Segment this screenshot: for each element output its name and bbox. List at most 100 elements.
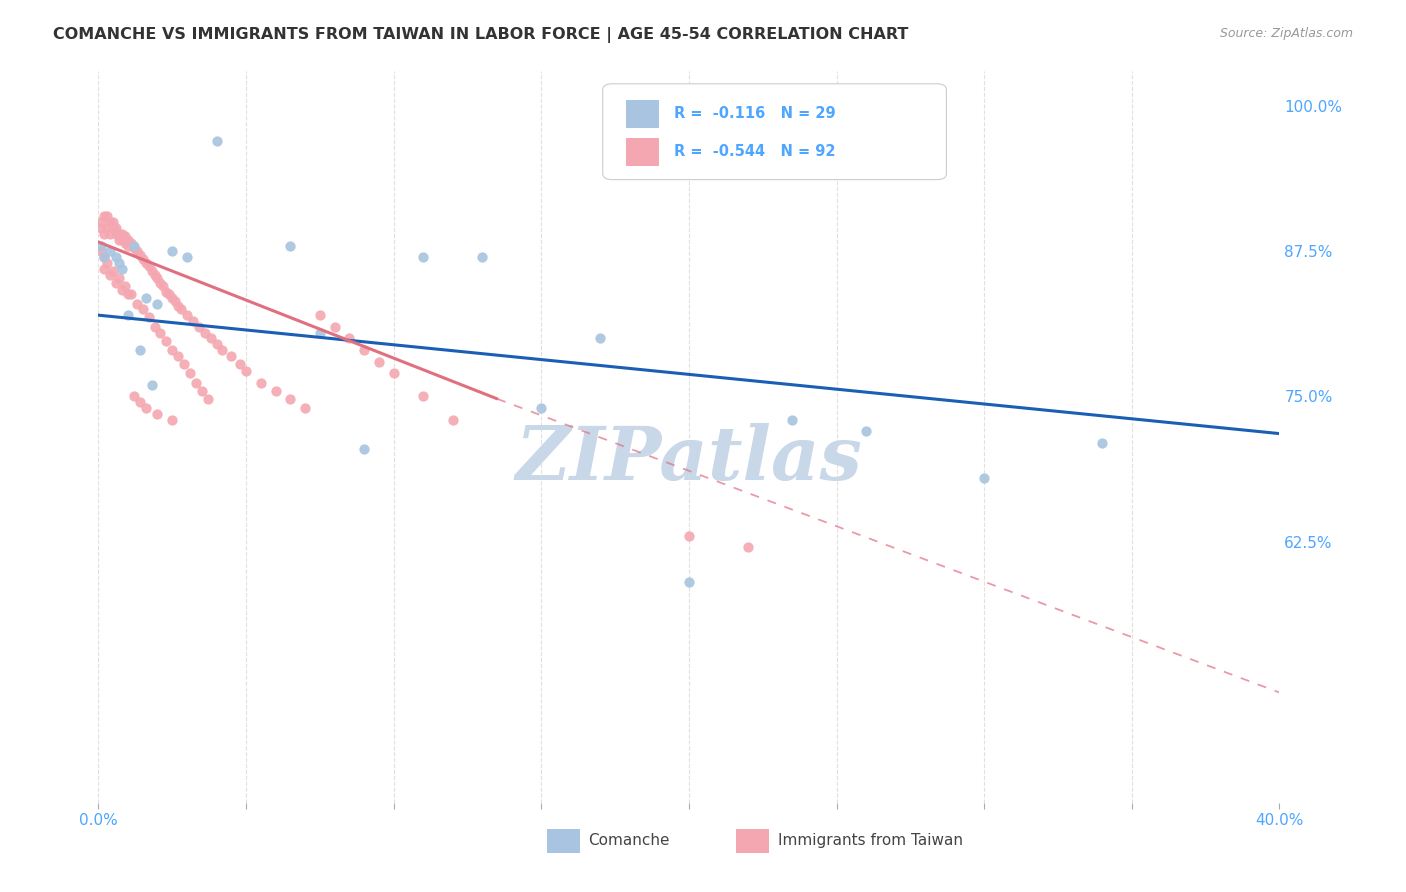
Point	[782, 412, 804, 426]
Point	[191, 384, 214, 398]
Point	[90, 215, 112, 229]
Point	[155, 285, 177, 299]
Point	[108, 271, 131, 285]
Point	[114, 279, 136, 293]
Point	[108, 233, 131, 247]
Point	[162, 244, 183, 259]
Point	[93, 227, 115, 241]
Point	[141, 264, 163, 278]
Bar	[626, 100, 659, 128]
Point	[323, 319, 346, 334]
Point	[205, 134, 228, 148]
Point	[162, 291, 183, 305]
Point	[678, 529, 700, 543]
Point	[135, 291, 157, 305]
Point	[165, 294, 187, 309]
Point	[197, 392, 219, 406]
Point	[200, 331, 222, 345]
Point	[117, 238, 139, 252]
Point	[128, 395, 150, 409]
Point	[149, 276, 172, 290]
Point	[117, 233, 139, 247]
Point	[184, 376, 207, 390]
Point	[111, 227, 134, 241]
Point	[143, 319, 166, 334]
Point	[111, 233, 134, 247]
Point	[125, 244, 148, 259]
Text: R =  -0.544   N = 92: R = -0.544 N = 92	[673, 145, 835, 160]
Point	[167, 299, 190, 313]
Point	[382, 366, 405, 380]
Point	[187, 319, 209, 334]
Point	[146, 407, 169, 421]
Bar	[547, 830, 581, 853]
Point	[135, 401, 157, 415]
Point	[368, 354, 391, 368]
Point	[114, 229, 136, 244]
Point	[737, 541, 759, 555]
Point	[111, 283, 134, 297]
Point	[179, 366, 201, 380]
Point	[138, 310, 160, 325]
Point	[98, 215, 121, 229]
Point	[98, 244, 121, 259]
Point	[155, 334, 177, 348]
Point	[105, 250, 128, 264]
Point	[117, 287, 139, 301]
Text: Source: ZipAtlas.com: Source: ZipAtlas.com	[1219, 27, 1353, 40]
Point	[98, 268, 121, 282]
Point	[353, 343, 375, 357]
Point	[93, 261, 115, 276]
Point	[173, 357, 195, 371]
Point	[280, 238, 302, 252]
Bar	[737, 830, 769, 853]
Point	[412, 389, 434, 403]
Point	[128, 343, 150, 357]
Point	[162, 343, 183, 357]
Point	[138, 260, 160, 274]
Point	[90, 244, 112, 259]
Point	[1091, 436, 1114, 450]
Point	[108, 227, 131, 241]
Point	[122, 389, 145, 403]
Point	[855, 424, 877, 438]
Point	[678, 575, 700, 590]
Point	[205, 337, 228, 351]
Point	[96, 221, 118, 235]
Point	[132, 252, 155, 267]
Point	[221, 349, 243, 363]
Point	[122, 241, 145, 255]
Point	[339, 331, 361, 345]
Text: Comanche: Comanche	[589, 833, 671, 848]
Text: COMANCHE VS IMMIGRANTS FROM TAIWAN IN LABOR FORCE | AGE 45-54 CORRELATION CHART: COMANCHE VS IMMIGRANTS FROM TAIWAN IN LA…	[53, 27, 908, 43]
Point	[93, 250, 115, 264]
Point	[176, 250, 198, 264]
Point	[120, 287, 142, 301]
Point	[98, 227, 121, 241]
Point	[122, 238, 145, 252]
Point	[141, 377, 163, 392]
Point	[264, 384, 287, 398]
Point	[105, 221, 128, 235]
Point	[309, 326, 332, 340]
Point	[250, 376, 273, 390]
Text: Immigrants from Taiwan: Immigrants from Taiwan	[778, 833, 963, 848]
Point	[211, 343, 233, 357]
Point	[167, 349, 190, 363]
Point	[149, 326, 172, 340]
Point	[176, 308, 198, 322]
Point	[93, 210, 115, 224]
Point	[105, 227, 128, 241]
Point	[96, 210, 118, 224]
Point	[157, 287, 180, 301]
Text: R =  -0.116   N = 29: R = -0.116 N = 29	[673, 106, 835, 121]
Text: ZIPatlas: ZIPatlas	[516, 423, 862, 495]
Point	[194, 326, 217, 340]
Point	[128, 248, 150, 262]
Point	[146, 271, 169, 285]
Point	[103, 264, 125, 278]
Point	[280, 392, 302, 406]
Point	[309, 308, 332, 322]
Point	[294, 401, 316, 415]
Point	[441, 412, 464, 426]
